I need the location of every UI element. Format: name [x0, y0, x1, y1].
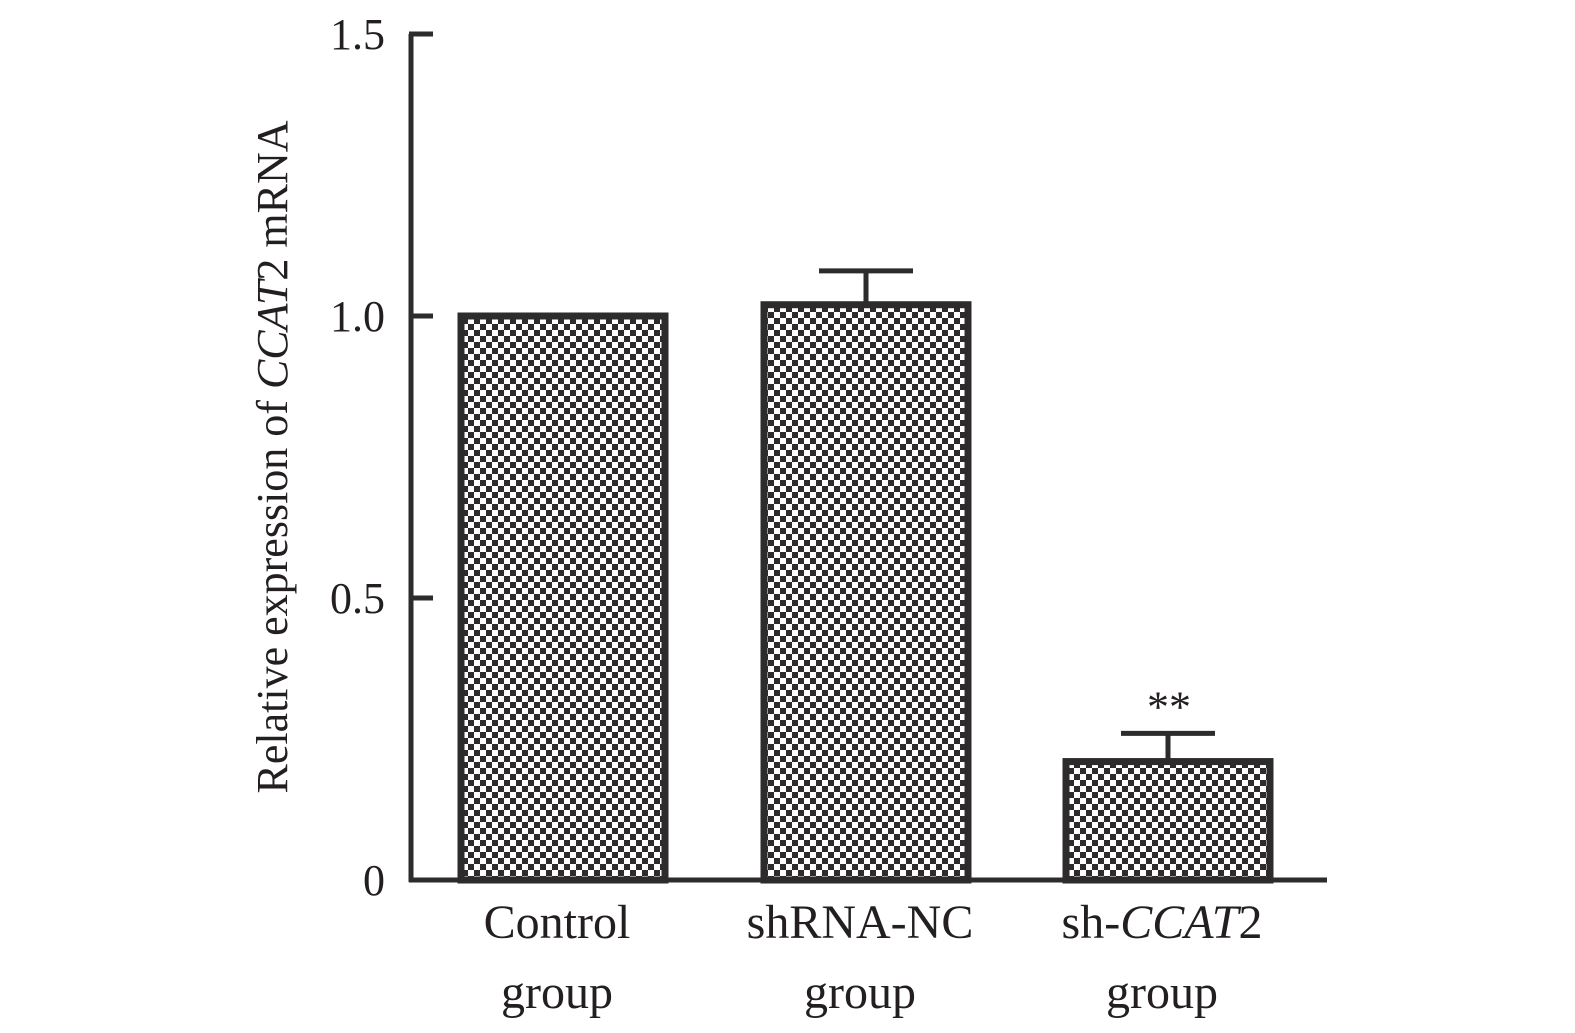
x-category-label: group — [1106, 966, 1218, 1019]
x-category-label: shRNA-NC — [747, 896, 974, 949]
significance-marker: ** — [1147, 682, 1191, 731]
y-axis-title: Relative expression of CCAT2 mRNA — [248, 120, 297, 793]
plot-area: 0 0.5 1.0 1.5 Relative expression of CCAT2 m… — [248, 10, 1327, 1019]
x-category-label: group — [501, 966, 613, 1019]
y-tick-label: 1.0 — [330, 292, 385, 341]
x-category-label: Control — [484, 896, 631, 949]
y-tick-label: 0 — [363, 856, 385, 905]
x-category-label: sh-CCAT2 — [1062, 896, 1263, 949]
y-tick-label: 1.5 — [330, 10, 385, 59]
bar — [457, 312, 669, 884]
x-category-label: group — [804, 966, 916, 1019]
y-tick-label: 0.5 — [330, 574, 385, 623]
bar — [760, 301, 972, 884]
bar — [1062, 758, 1274, 884]
